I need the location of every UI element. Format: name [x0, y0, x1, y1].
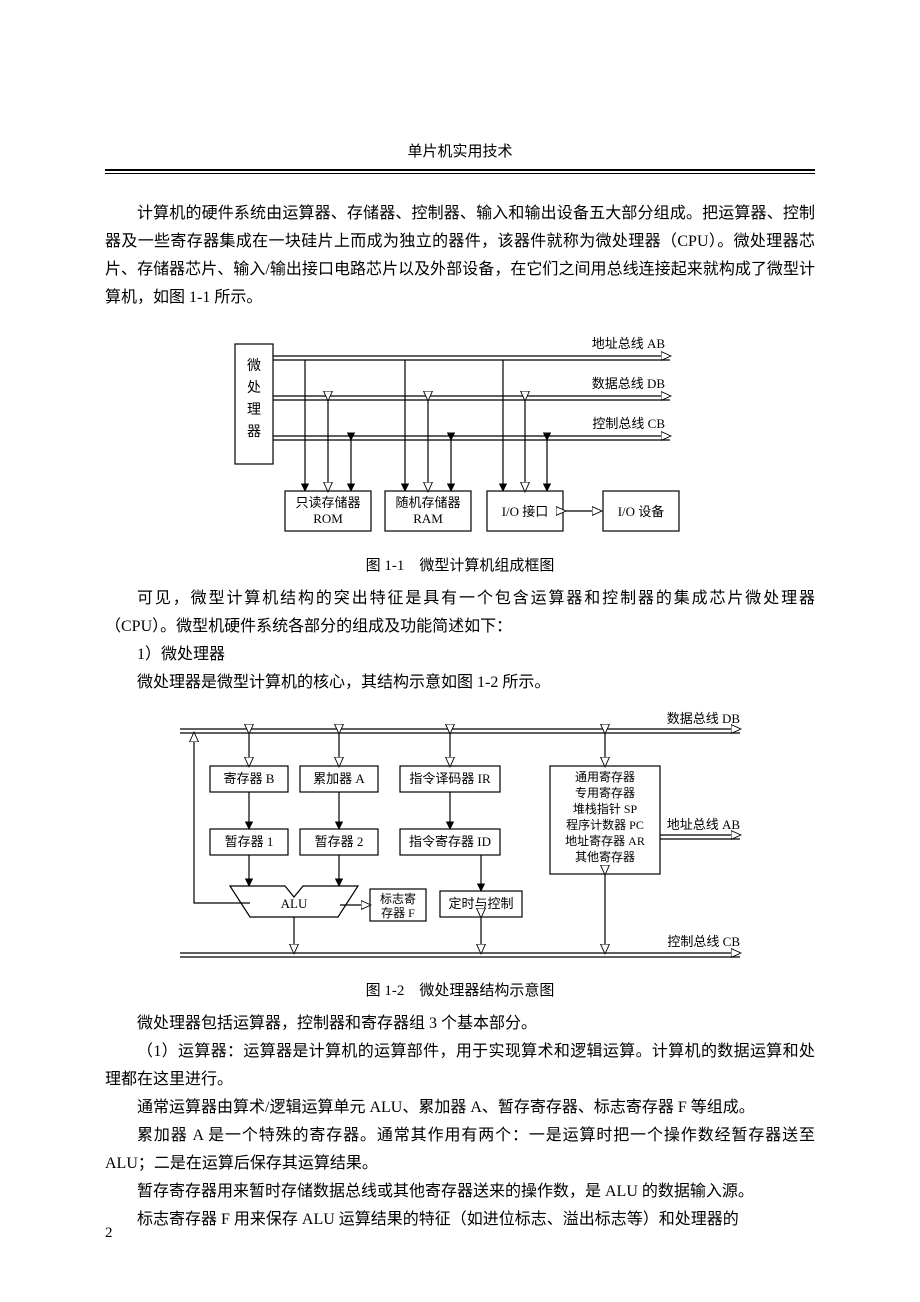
- paragraph: 累加器 A 是一个特殊的寄存器。通常其作用有两个：一是运算时把一个操作数经暂存器…: [105, 1122, 815, 1178]
- svg-text:ROM: ROM: [313, 511, 343, 526]
- svg-text:ALU: ALU: [281, 896, 308, 911]
- svg-text:暂存器 2: 暂存器 2: [315, 834, 364, 849]
- paragraph: 1）微处理器: [105, 641, 815, 669]
- svg-text:堆栈指针 SP: 堆栈指针 SP: [573, 801, 638, 816]
- fig1-cpu-l1: 微: [247, 358, 261, 374]
- svg-text:标志寄: 标志寄: [380, 891, 416, 906]
- paragraph: 计算机的硬件系统由运算器、存储器、控制器、输入和输出设备五大部分组成。把运算器、…: [105, 200, 815, 312]
- svg-text:指令译码器 IR: 指令译码器 IR: [409, 771, 491, 786]
- paragraph: 标志寄存器 F 用来保存 ALU 运算结果的特征（如进位标志、溢出标志等）和处理…: [105, 1206, 815, 1234]
- paragraph: 微处理器是微型计算机的核心，其结构示意如图 1-2 所示。: [105, 669, 815, 697]
- fig2-db-label: 数据总线 DB: [667, 711, 741, 726]
- svg-text:寄存器 B: 寄存器 B: [224, 771, 275, 786]
- svg-text:暂存器 1: 暂存器 1: [225, 834, 274, 849]
- paragraph: 暂存寄存器用来暂时存储数据总线或其他寄存器送来的操作数，是 ALU 的数据输入源…: [105, 1178, 815, 1206]
- svg-text:指令寄存器 ID: 指令寄存器 ID: [409, 834, 491, 849]
- fig2-caption: 图 1-2 微处理器结构示意图: [366, 979, 555, 1000]
- svg-text:累加器 A: 累加器 A: [313, 771, 365, 786]
- header-rule: [105, 169, 815, 174]
- running-header: 单片机实用技术: [105, 140, 815, 161]
- fig1-ab-label: 地址总线 AB: [592, 336, 666, 351]
- svg-text:程序计数器 PC: 程序计数器 PC: [566, 817, 644, 832]
- svg-text:定时与控制: 定时与控制: [448, 896, 513, 911]
- svg-text:处: 处: [247, 380, 261, 396]
- figure-1-1: 微 处 理 器 地址总线 AB 数据总线 DB 控制总线 CB 只读存储器 RO…: [105, 326, 815, 575]
- svg-text:只读存储器: 只读存储器: [295, 495, 360, 510]
- svg-text:理: 理: [247, 403, 261, 418]
- svg-text:其他寄存器: 其他寄存器: [575, 849, 635, 864]
- svg-text:器: 器: [247, 425, 261, 440]
- fig1-cb-label: 控制总线 CB: [592, 416, 665, 431]
- fig1-caption: 图 1-1 微型计算机组成框图: [366, 554, 555, 575]
- fig1-db-label: 数据总线 DB: [592, 376, 666, 391]
- fig2-ab-label: 地址总线 AB: [667, 817, 741, 832]
- svg-text:随机存储器: 随机存储器: [395, 495, 460, 510]
- fig1-svg: 微 处 理 器 地址总线 AB 数据总线 DB 控制总线 CB 只读存储器 RO…: [225, 326, 695, 546]
- fig2-svg: 数据总线 DB 控制总线 CB 地址总线 AB 寄存器 B 累加器 A 指令译码…: [170, 711, 750, 971]
- page-number: 2: [105, 1225, 113, 1242]
- svg-text:专用寄存器: 专用寄存器: [575, 785, 635, 800]
- svg-text:地址寄存器 AR: 地址寄存器 AR: [565, 833, 645, 848]
- fig2-cb-label: 控制总线 CB: [667, 934, 740, 949]
- paragraph: 可见，微型计算机结构的突出特征是具有一个包含运算器和控制器的集成芯片微处理器（C…: [105, 585, 815, 641]
- paragraph: 通常运算器由算术/逻辑运算单元 ALU、累加器 A、暂存寄存器、标志寄存器 F …: [105, 1094, 815, 1122]
- svg-text:存器 F: 存器 F: [381, 906, 415, 920]
- svg-text:通用寄存器: 通用寄存器: [575, 769, 635, 784]
- paragraph: （1）运算器：运算器是计算机的运算部件，用于实现算术和逻辑运算。计算机的数据运算…: [105, 1038, 815, 1094]
- fig1-ioif: I/O 接口: [502, 504, 549, 519]
- figure-1-2: 数据总线 DB 控制总线 CB 地址总线 AB 寄存器 B 累加器 A 指令译码…: [105, 711, 815, 1000]
- svg-text:RAM: RAM: [413, 511, 443, 526]
- paragraph: 微处理器包括运算器，控制器和寄存器组 3 个基本部分。: [105, 1010, 815, 1038]
- fig1-iodev: I/O 设备: [618, 504, 665, 519]
